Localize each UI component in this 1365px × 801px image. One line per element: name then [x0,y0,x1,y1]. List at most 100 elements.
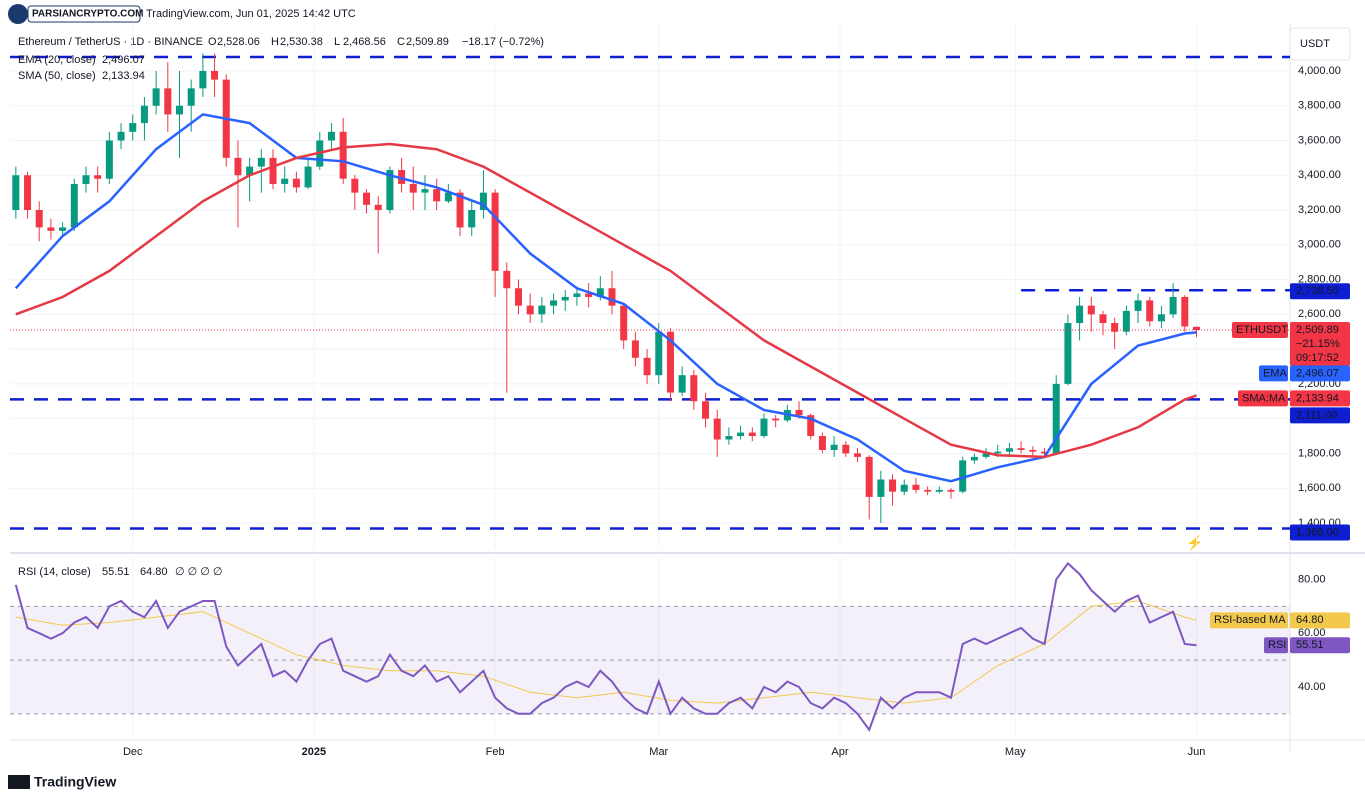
tag-value-box [1290,283,1350,300]
rsi-tag-value-box [1290,612,1350,629]
candle-body [690,375,698,402]
candle-body [666,331,674,393]
ohlc-value: 2,528.06 [217,36,260,48]
candle-body [351,178,359,193]
tag-name: ETHUSDT [1236,324,1288,336]
legend-value: 2,496.07 [102,54,145,66]
legend-name: EMA (20, close) [18,54,96,66]
y-tick-label: 1,800.00 [1298,447,1341,459]
candle-body [433,189,441,202]
ohlc-value: 2,509.89 [406,36,449,48]
tag-name: EMA [1263,367,1288,379]
y-tick-label: 3,200.00 [1298,204,1341,216]
tag-value-box [1290,322,1350,367]
candle-body [1017,448,1025,450]
tag-name-box [1232,322,1288,339]
tv-logo [8,775,30,789]
chart-title: Ethereum / TetherUS · 1D · BINANCE [18,36,203,48]
candle-body [737,432,745,437]
tag-value-box [1290,390,1350,407]
candle-body [246,166,254,176]
candle-body [935,489,943,492]
candle-body [327,131,335,141]
candle-body [760,418,768,437]
candle-body [70,183,78,228]
candle-body [550,300,558,306]
candle-body [234,157,242,176]
candle-body [900,484,908,492]
candle-body [807,415,815,437]
candle-body [1029,449,1037,452]
rsi-value: 55.51 [102,566,130,578]
candle-body [281,178,289,184]
candle-body [1052,383,1060,454]
ohlc-key: C [397,36,405,48]
candle-body [105,140,113,179]
rsi-extra: ∅ ∅ ∅ ∅ [175,566,223,578]
y-tick-label: 3,600.00 [1298,134,1341,146]
candle-body [1134,300,1142,311]
y-tick-label: 4,000.00 [1298,65,1341,77]
candle-body [514,288,522,306]
candle-body [386,170,394,211]
candle-body [655,331,663,376]
rsi-tick-label: 60.00 [1298,627,1326,639]
candle-body [129,123,137,132]
x-tick-label: Feb [486,746,505,758]
rsi-title: RSI (14, close) [18,566,91,578]
tag-value-box [1290,524,1350,541]
candle-body [631,340,639,358]
x-tick-label: Jun [1188,746,1206,758]
y-tick-label: 1,600.00 [1298,482,1341,494]
candle-body [339,131,347,179]
rsi-ma-value: 64.80 [140,566,168,578]
candle-body [211,70,219,80]
candle-body [24,175,32,211]
candle-body [994,451,1002,454]
brand: PARSIANCRYPTO.COM [32,9,144,20]
candle-body [818,436,826,450]
candle-body [526,305,534,315]
candle-body [12,175,20,211]
tag-value: 2,133.94 [1296,392,1339,404]
moving-average-line [14,113,1197,483]
rsi-tag-value: 55.51 [1296,639,1324,651]
rsi-tag-value: 64.80 [1296,614,1324,626]
tag-countdown: 09:17:52 [1296,352,1339,364]
candle-body [409,183,417,193]
candle-body [924,489,932,492]
candle-body [257,157,265,167]
candle-body [421,189,429,193]
ohlc-key: L [334,36,340,48]
rsi-tick-label: 40.00 [1298,681,1326,693]
tag-name-box [1238,390,1288,407]
tag-value: 2,738.50 [1296,285,1339,297]
candle-body [479,192,487,211]
candle-body [725,436,733,440]
candle-body [853,453,861,457]
candle-body [585,293,593,297]
candle-body [912,484,920,490]
candle-body [444,192,452,202]
tag-value: 1,368.00 [1296,526,1339,538]
candle-body [35,210,43,228]
candle-body [187,88,195,106]
rsi-tag-name-box [1210,612,1288,629]
x-tick-label: Apr [831,746,848,758]
y-tick-label: 2,800.00 [1298,273,1341,285]
candle-body [947,489,955,492]
candle-body [865,456,873,497]
candle-body [982,453,990,457]
source: TradingView.com, Jun 01, 2025 14:42 UTC [146,8,356,20]
candle-body [47,227,55,231]
candle-body [304,166,312,188]
candle-body [1076,305,1084,324]
candle-body [608,288,616,306]
legend-name: SMA (50, close) [18,70,96,82]
x-tick-label: Mar [649,746,668,758]
candle-body [199,70,207,89]
candle-body [374,204,382,211]
candle-body [678,375,686,393]
x-tick-label: 2025 [302,746,326,758]
moving-average-line [15,142,1197,459]
